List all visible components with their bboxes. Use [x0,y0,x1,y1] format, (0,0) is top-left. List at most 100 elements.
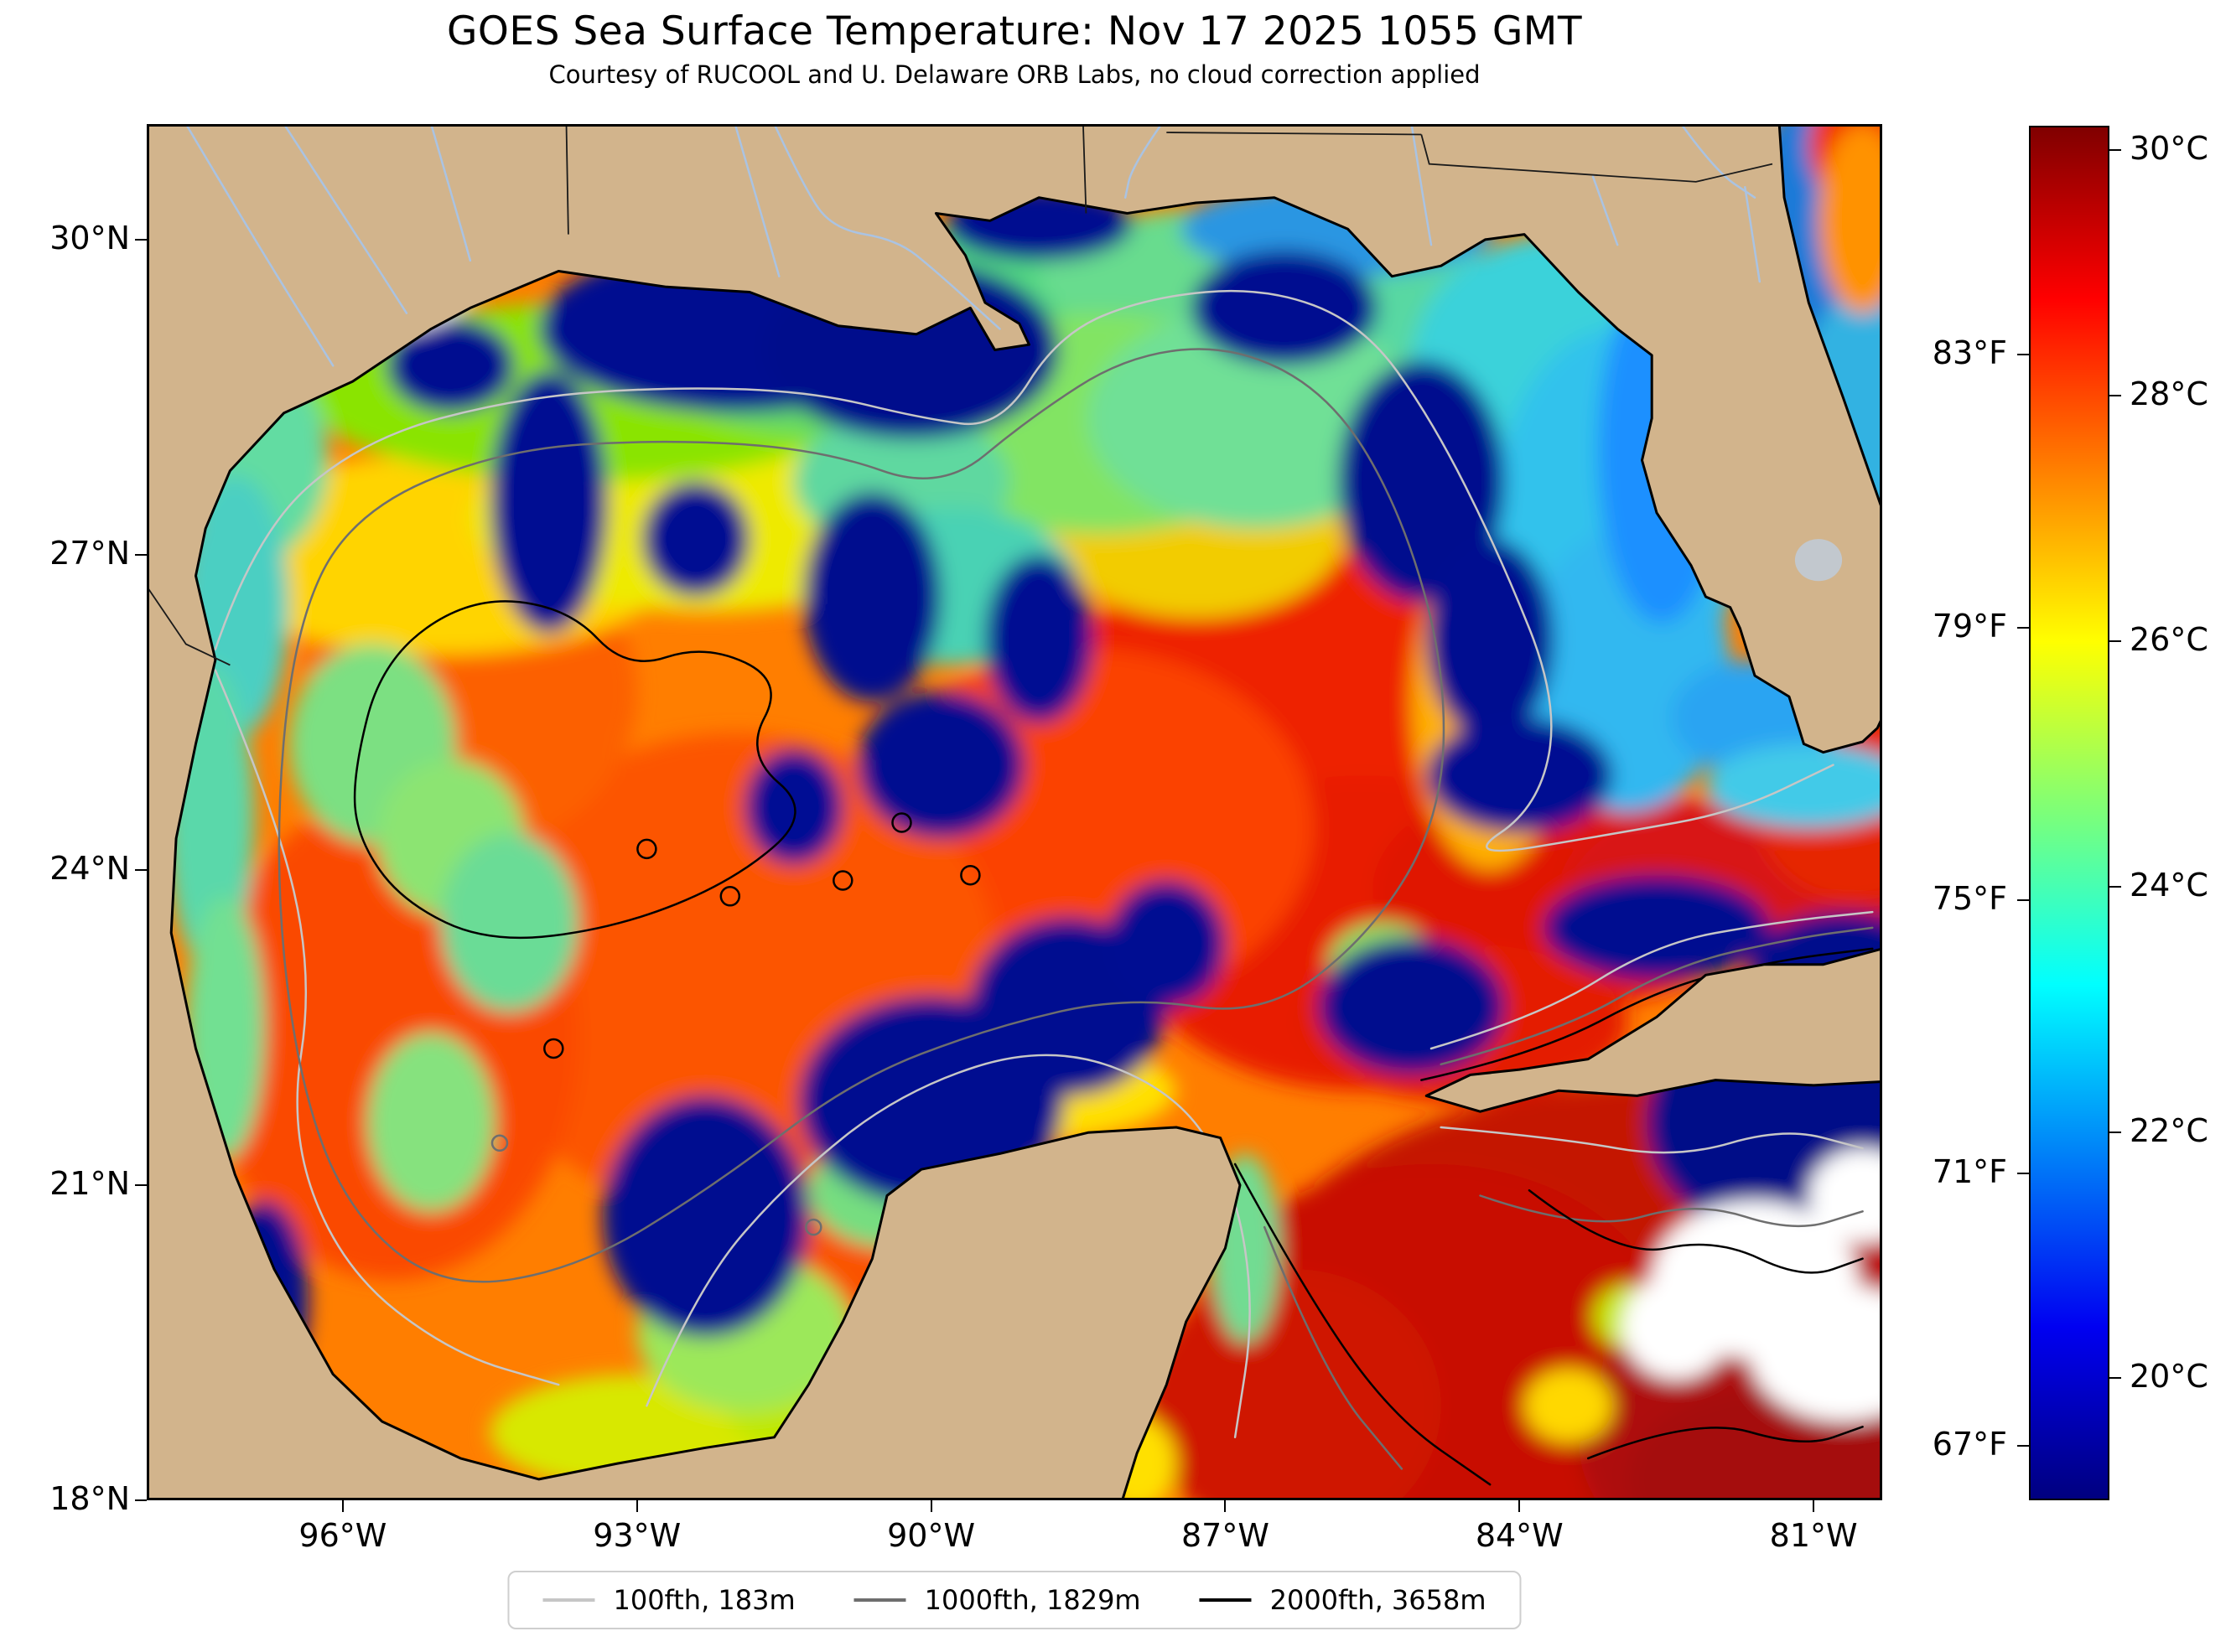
y-tick-mark [135,1183,147,1186]
river [773,124,1001,330]
depth-contour-2000fth [1586,1426,1864,1460]
legend-item-label: 100fth, 183m [613,1584,796,1616]
legend-item: 1000fth, 1829m [853,1584,1141,1616]
depth-contour-dot [543,1038,564,1059]
y-tick-mark [135,553,147,556]
colorbar-label-c: 30°C [2130,130,2208,168]
colorbar-tick-f [2017,1172,2029,1174]
colorbar-label-c: 20°C [2130,1357,2208,1395]
y-tick-mark [135,868,147,871]
sst-map [147,124,1882,1500]
x-tick-label: 81°W [1769,1517,1858,1554]
x-tick-mark [930,1500,932,1512]
legend: 100fth, 183m 1000fth, 1829m 2000fth, 3658m [507,1571,1522,1629]
colorbar-label-f: 83°F [1932,334,2007,372]
depth-contour-100fth [646,1054,1251,1439]
legend-line-sample [1199,1598,1252,1602]
depth-contour-dot [490,1134,509,1152]
legend-item: 2000fth, 3658m [1199,1584,1486,1616]
state-border [1082,124,1087,214]
x-tick-label: 93°W [593,1517,682,1554]
river [1591,175,1619,246]
river [1123,124,1163,199]
depth-contour-100fth [214,669,560,1386]
depth-contour-dot [805,1218,822,1236]
river [734,124,781,277]
state-border [147,585,231,666]
x-tick-mark [1813,1500,1815,1512]
state-border [565,124,569,235]
depth-contour-dot [891,812,912,833]
colorbar-label-c: 22°C [2130,1111,2208,1149]
colorbar-tick-f [2017,899,2029,902]
y-tick-mark [135,1499,147,1501]
colorbar-label-c: 26°C [2130,621,2208,658]
depth-contour-2000fth [353,600,796,940]
y-tick-label: 21°N [49,1164,130,1202]
figure-subtitle: Courtesy of RUCOOL and U. Delaware ORB L… [548,60,1481,89]
depth-contour-100fth [1429,910,1874,1050]
x-tick-mark [636,1500,638,1512]
colorbar-tick-c [2109,1376,2121,1379]
x-tick-label: 90°W [887,1517,976,1554]
y-tick-label: 30°N [49,219,130,256]
land-mainland [147,124,1882,1500]
x-tick-label: 96°W [298,1517,387,1554]
colorbar-tick-f [2017,1444,2029,1447]
legend-item-label: 1000fth, 1829m [924,1584,1141,1616]
colorbar-tick-f [2017,626,2029,629]
legend-line-sample [853,1598,906,1602]
map-plot: 96°W 93°W 90°W 87°W 84°W 81°W 30°N 27°N 24°N 21°N… [49,124,1882,1554]
legend-item-label: 2000fth, 3658m [1269,1584,1486,1616]
colorbar-tick-c [2109,640,2121,642]
lake-okeechobee [1794,539,1843,582]
legend-line-sample [542,1598,595,1602]
depth-contour-100fth [1440,1126,1864,1154]
x-tick-mark [1224,1500,1227,1512]
colorbar-label-c: 28°C [2130,375,2208,413]
river [1680,124,1756,199]
y-tick-mark [135,238,147,241]
river [1744,185,1761,283]
river [184,124,335,367]
y-tick-label: 27°N [49,534,130,572]
y-tick-label: 18°N [49,1480,130,1517]
river [429,124,472,262]
colorbar-tick-c [2109,885,2121,888]
colorbar-tick-c [2109,149,2121,152]
colorbar: 30°C 28°C 26°C 24°C 22°C 20°C 83°F 79°F 75°F 71°F… [1933,126,2208,1500]
depth-contour-1000fth [1440,926,1874,1066]
colorbar-gradient [2029,126,2109,1500]
land-cuba [1424,947,1882,1113]
colorbar-tick-c [2109,395,2121,397]
depth-contour-2000fth [1420,947,1874,1081]
depth-contour-dot [636,838,657,860]
x-tick-label: 87°W [1180,1517,1269,1554]
colorbar-label-f: 75°F [1932,880,2007,918]
x-tick-mark [341,1500,344,1512]
state-border [1166,132,1422,136]
colorbar-tick-f [2017,354,2029,356]
figure-title: GOES Sea Surface Temperature: Nov 17 202… [446,8,1583,54]
depth-contour-1000fth [1479,1194,1864,1228]
depth-contour-dot [719,886,741,907]
colorbar-label-f: 71°F [1932,1152,2007,1190]
x-tick-label: 84°W [1475,1517,1564,1554]
depth-contour-1000fth [1263,1225,1403,1470]
depth-contour-1000fth [278,348,1445,1283]
legend-item: 100fth, 183m [542,1584,796,1616]
colorbar-label-c: 24°C [2130,866,2208,904]
colorbar-label-f: 79°F [1932,607,2007,645]
depth-contour-dot [833,870,853,891]
plot-frame [147,124,1882,1500]
colorbar-label-f: 67°F [1932,1425,2007,1463]
x-tick-mark [1518,1500,1521,1512]
depth-contour-100fth [214,289,1834,852]
depth-contour-2000fth [1528,1189,1864,1274]
y-tick-label: 24°N [49,849,130,887]
depth-contour-dot [960,864,981,886]
colorbar-tick-c [2109,1131,2121,1133]
state-border [1420,134,1773,183]
river [1410,124,1433,246]
